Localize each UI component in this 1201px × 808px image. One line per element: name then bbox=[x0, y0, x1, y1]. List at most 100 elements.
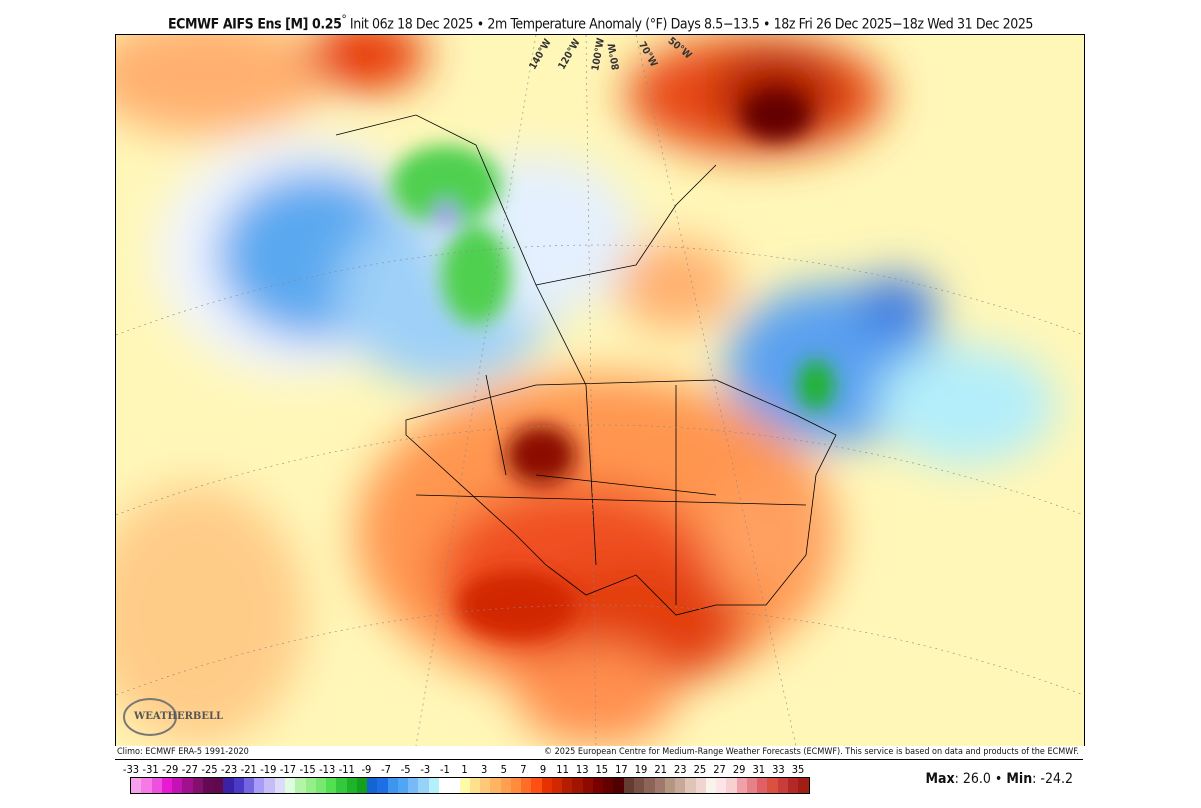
max-min-readout: Max: 26.0 • Min: -24.2 bbox=[925, 771, 1073, 787]
colorbar-tick-label: -15 bbox=[299, 763, 316, 776]
colorbar-cell bbox=[397, 778, 409, 793]
colorbar-cell bbox=[664, 778, 676, 793]
colorbar-cell bbox=[356, 778, 368, 793]
colorbar-cell bbox=[777, 778, 788, 793]
colorbar-cell bbox=[305, 778, 316, 793]
copyright-note: © 2025 European Centre for Medium-Range … bbox=[543, 747, 1079, 757]
colorbar-cell bbox=[449, 778, 460, 793]
colorbar-cell bbox=[613, 778, 624, 793]
colorbar-tick-label: -17 bbox=[279, 763, 297, 776]
colorbar-tick-label: 1 bbox=[461, 763, 468, 776]
colorbar-cell bbox=[387, 778, 398, 793]
colorbar-tick-label: 31 bbox=[752, 763, 766, 776]
colorbar-tick-label: 33 bbox=[772, 763, 785, 776]
colorbar-cell bbox=[408, 778, 419, 793]
colorbar-tick-label: 29 bbox=[732, 763, 746, 776]
colorbar-cell bbox=[480, 778, 491, 793]
colorbar-cell bbox=[295, 778, 306, 793]
colorbar-tick-label: 27 bbox=[713, 763, 726, 776]
colorbar-cell bbox=[243, 778, 255, 793]
colorbar-cell bbox=[531, 778, 542, 793]
colorbar-cell bbox=[695, 778, 706, 793]
colorbar-cell bbox=[336, 778, 347, 793]
colorbar-cell bbox=[346, 778, 357, 793]
colorbar-cell bbox=[603, 778, 614, 793]
colorbar-tick-label: 25 bbox=[693, 763, 707, 776]
colorbar-tick-label: -27 bbox=[181, 763, 198, 776]
colorbar-cell bbox=[428, 778, 439, 793]
colorbar-cell bbox=[182, 778, 193, 793]
colorbar bbox=[130, 777, 810, 794]
colorbar-tick-label: -13 bbox=[319, 763, 336, 776]
colorbar-tick-label: -3 bbox=[420, 763, 431, 776]
colorbar-cell bbox=[623, 778, 635, 793]
colorbar-cell bbox=[716, 778, 727, 793]
colorbar-tick-label: 35 bbox=[791, 763, 805, 776]
model-name: ECMWF AIFS Ens [M] 0.25 bbox=[167, 16, 342, 33]
colorbar-cell bbox=[521, 778, 532, 793]
anomaly-map: 140°W 120°W 100°W 80°W 70°W 50°W WEATHER… bbox=[115, 34, 1085, 746]
colorbar-cell bbox=[469, 778, 481, 793]
colorbar-tick-label: 15 bbox=[595, 763, 609, 776]
colorbar-tick-label: -19 bbox=[260, 763, 277, 776]
colorbar-cell bbox=[644, 778, 655, 793]
colorbar-cell bbox=[582, 778, 593, 793]
colorbar-cell bbox=[223, 778, 234, 793]
colorbar-cell bbox=[161, 778, 173, 793]
colorbar-tick-label: 7 bbox=[520, 763, 527, 776]
colorbar-tick-label: -1 bbox=[439, 763, 450, 776]
colorbar-cell bbox=[233, 778, 244, 793]
weatherbell-logo: WEATHERBELL bbox=[120, 695, 223, 739]
colorbar-cell bbox=[213, 778, 224, 793]
colorbar-tick-label: -31 bbox=[142, 763, 159, 776]
graticule bbox=[116, 35, 1084, 746]
colorbar-tick-label: -9 bbox=[361, 763, 372, 776]
colorbar-cell bbox=[767, 778, 778, 793]
colorbar-cell bbox=[592, 778, 604, 793]
colorbar-cell bbox=[757, 778, 768, 793]
colorbar-tick-label: 21 bbox=[654, 763, 667, 776]
colorbar-tick-label: 19 bbox=[634, 763, 648, 776]
colorbar-tick-label: 11 bbox=[556, 763, 569, 776]
colorbar-ticks: -33 -31 -29 -27 -25 -23 -21 -19 -17 -15 -13 -11 -9 -7… bbox=[120, 763, 820, 777]
colorbar-cell bbox=[726, 778, 737, 793]
colorbar-cell bbox=[798, 778, 809, 793]
colorbar-cell bbox=[736, 778, 747, 793]
colorbar-cell bbox=[746, 778, 758, 793]
colorbar-tick-label: 5 bbox=[500, 763, 507, 776]
colorbar-tick-label: -23 bbox=[220, 763, 238, 776]
colorbar-cell bbox=[274, 778, 285, 793]
colorbar-cell bbox=[367, 778, 378, 793]
colorbar-cell bbox=[326, 778, 337, 793]
colorbar-tick-label: 9 bbox=[539, 763, 547, 776]
colorbar-cell bbox=[490, 778, 501, 793]
colorbar-cell bbox=[541, 778, 552, 793]
colorbar-cell bbox=[202, 778, 214, 793]
colorbar-cell bbox=[284, 778, 296, 793]
colorbar-tick-label: -21 bbox=[240, 763, 257, 776]
colorbar-cell bbox=[438, 778, 450, 793]
colorbar-tick-label: -25 bbox=[201, 763, 218, 776]
colorbar-cell bbox=[572, 778, 583, 793]
colorbar-tick-label: -11 bbox=[338, 763, 355, 776]
colorbar-cell bbox=[418, 778, 429, 793]
colorbar-cell bbox=[705, 778, 717, 793]
colorbar-cell bbox=[551, 778, 563, 793]
colorbar-tick-label: 23 bbox=[673, 763, 687, 776]
anomaly-cores bbox=[391, 90, 834, 640]
colorbar-cell bbox=[510, 778, 522, 793]
colorbar-cell bbox=[264, 778, 275, 793]
colorbar-tick-label: 13 bbox=[575, 763, 589, 776]
title-details: Init 06z 18 Dec 2025 • 2m Temperature An… bbox=[346, 16, 1034, 33]
map-field bbox=[116, 35, 1084, 746]
colorbar-cell bbox=[131, 778, 142, 793]
colorbar-cell bbox=[141, 778, 152, 793]
climo-note: Climo: ECMWF ERA-5 1991-2020 bbox=[117, 747, 249, 757]
colorbar-cell bbox=[654, 778, 665, 793]
colorbar-cell bbox=[562, 778, 573, 793]
colorbar-cell bbox=[685, 778, 696, 793]
colorbar-tick-label: 3 bbox=[480, 763, 488, 776]
colorbar-tick-label: -7 bbox=[381, 763, 391, 776]
colorbar-tick-label: -29 bbox=[162, 763, 179, 776]
colorbar-tick-label: 17 bbox=[615, 763, 628, 776]
